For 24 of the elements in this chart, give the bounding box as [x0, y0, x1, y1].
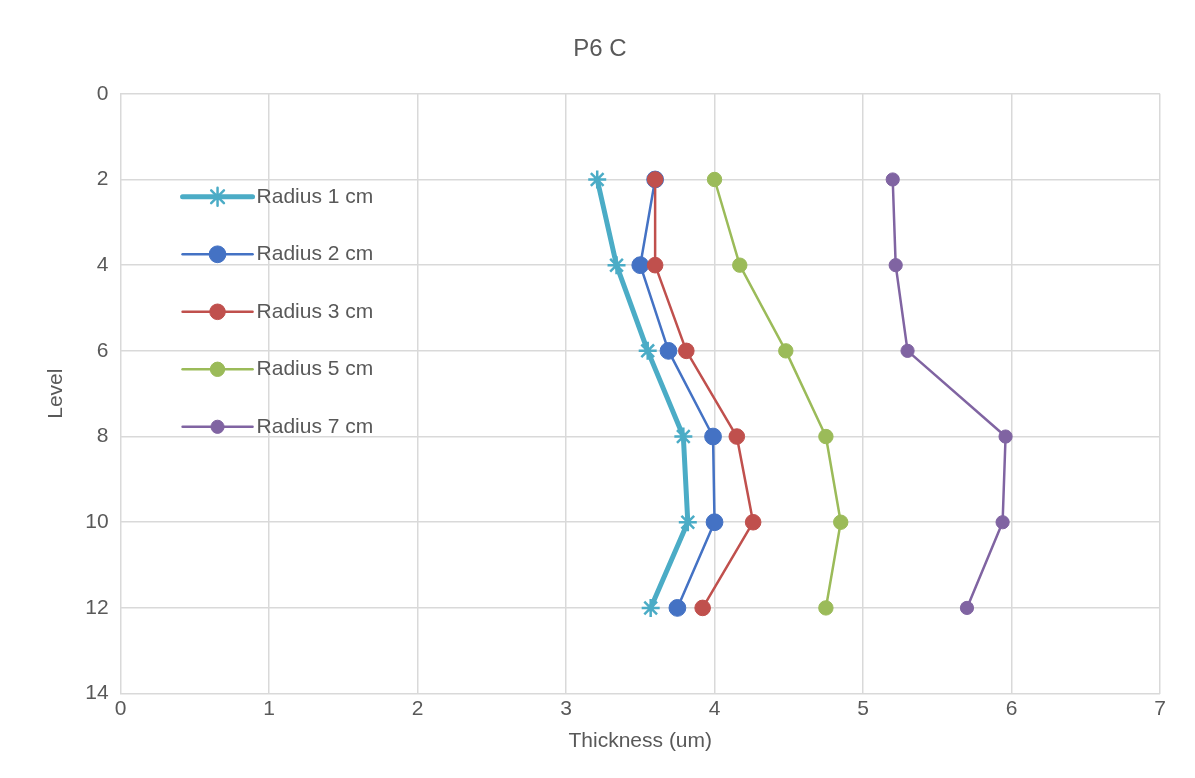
y-tick-label: 8 — [96, 423, 109, 447]
x-tick-label: 1 — [263, 696, 275, 719]
legend-label: Radius 1 cm — [256, 183, 374, 207]
y-tick-label: 2 — [96, 166, 109, 190]
x-tick-label: 6 — [1005, 696, 1018, 719]
x-tick-label: 3 — [560, 696, 572, 719]
y-tick-label: 10 — [85, 509, 109, 533]
y-axis-title: Level — [43, 368, 67, 419]
legend-label: Radius 2 cm — [256, 241, 374, 265]
x-tick-label: 0 — [114, 696, 127, 719]
chart-title: P6 C — [573, 34, 627, 62]
legend-label: Radius 5 cm — [256, 356, 374, 380]
x-tick-label: 4 — [708, 696, 721, 719]
x-tick-label: 5 — [857, 696, 869, 719]
y-tick-label: 6 — [96, 337, 109, 361]
y-tick-label: 12 — [85, 594, 109, 618]
legend-label: Radius 7 cm — [256, 413, 374, 437]
y-tick-label: 0 — [96, 80, 109, 104]
x-tick-label: 2 — [411, 696, 424, 719]
y-tick-label: 14 — [85, 680, 109, 704]
x-tick-label: 7 — [1154, 696, 1166, 719]
legend-label: Radius 3 cm — [256, 298, 374, 322]
x-axis-title: Thickness (um) — [568, 728, 713, 752]
y-tick-label: 4 — [96, 251, 109, 275]
